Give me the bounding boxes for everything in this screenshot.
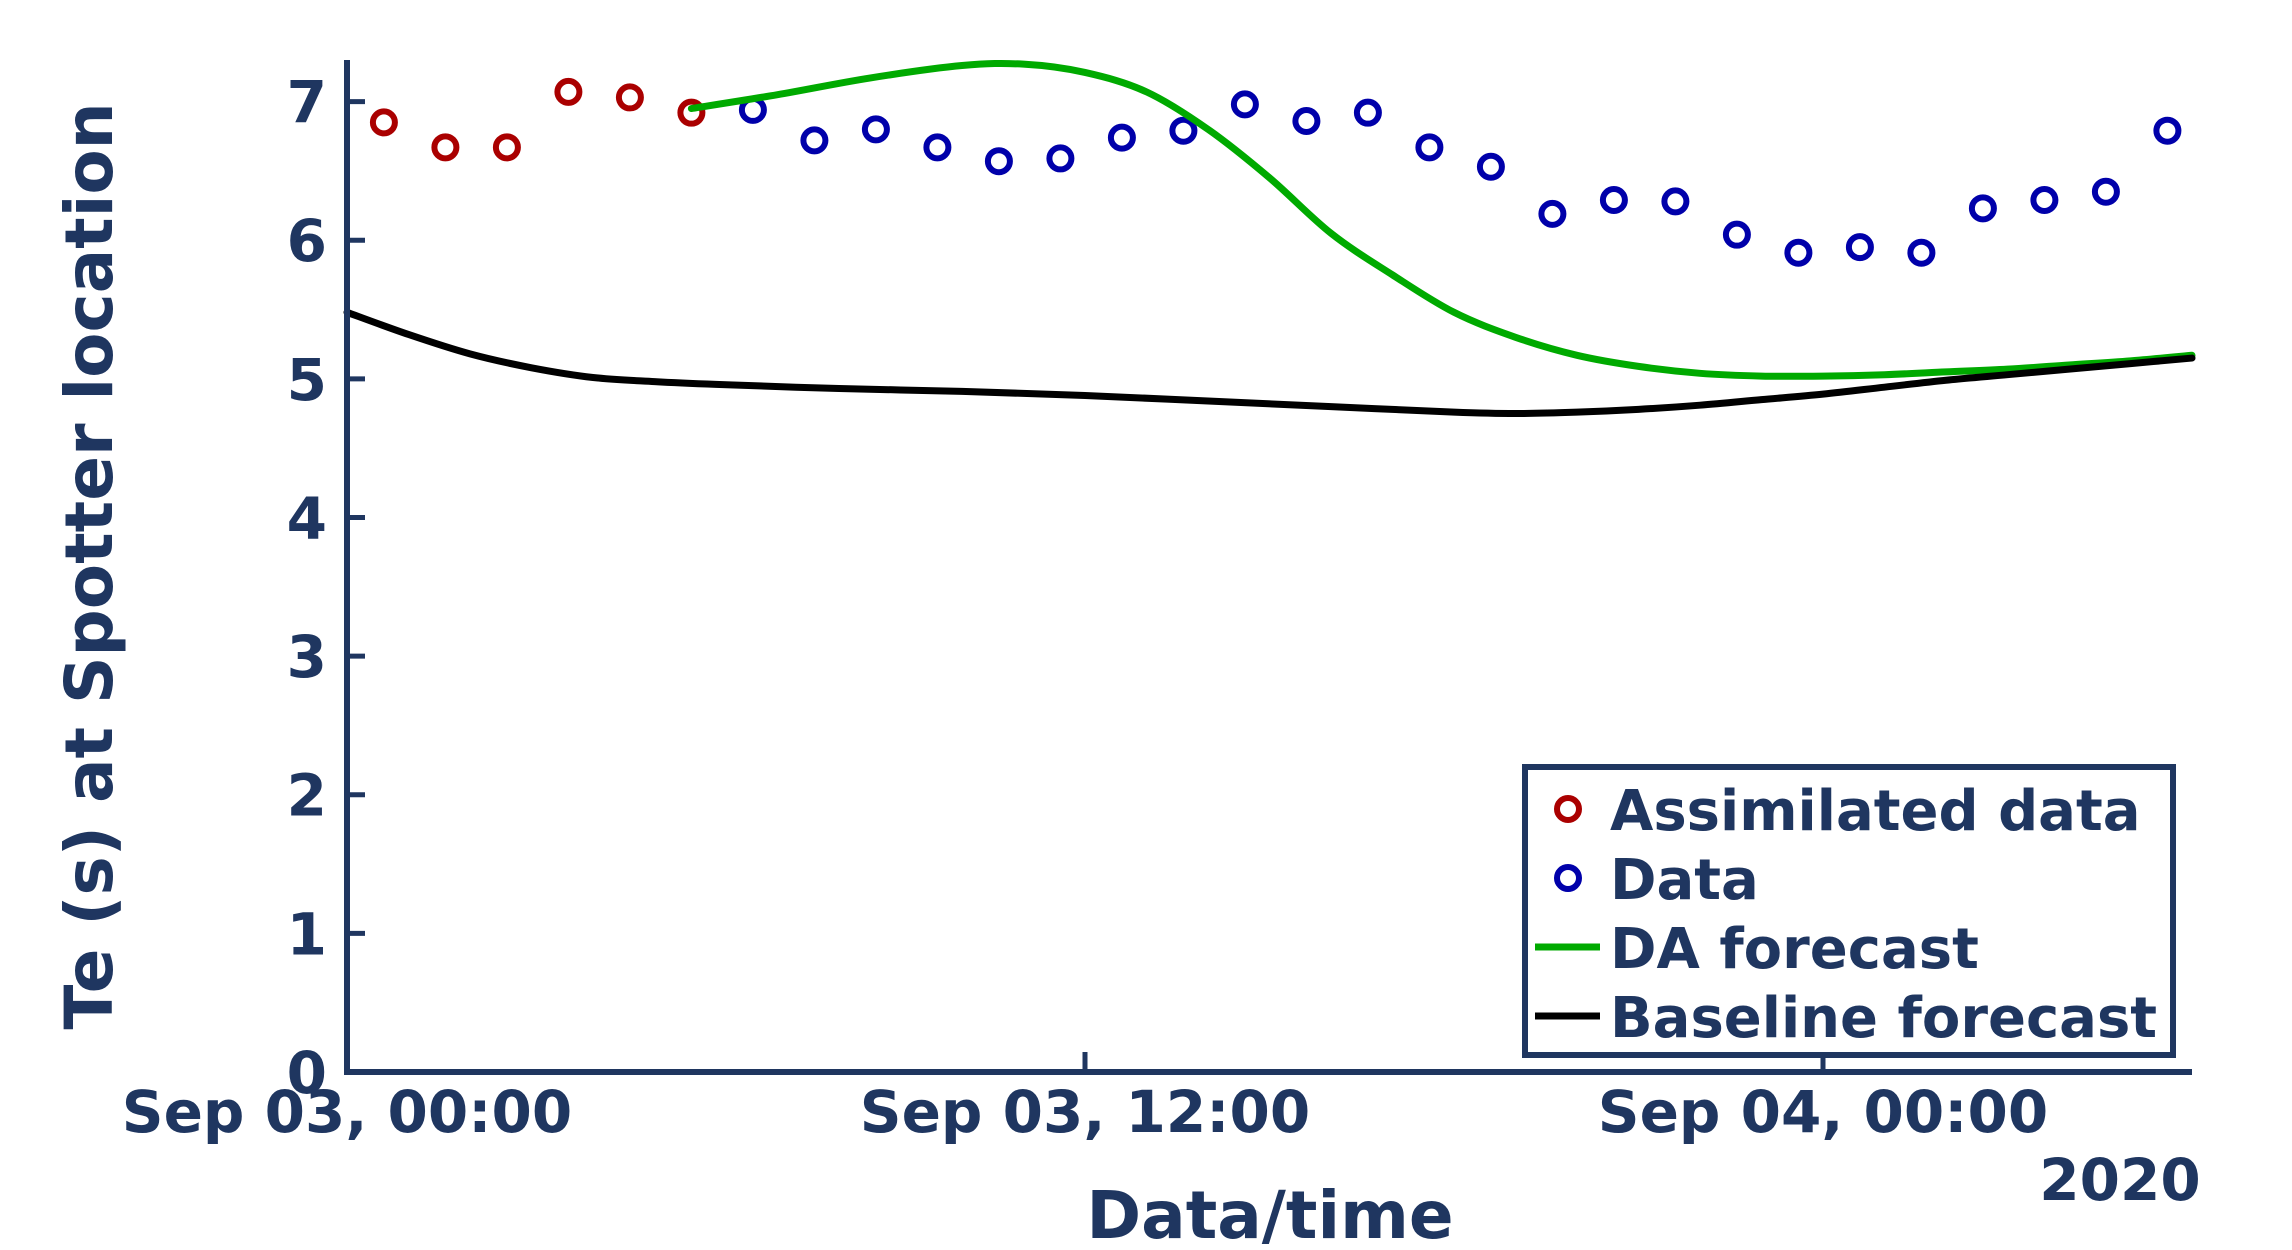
- y-tick-label: 2: [287, 762, 327, 830]
- data-point: [1722, 220, 1751, 249]
- legend-box: [1522, 764, 2176, 1058]
- legend-label: Assimilated data: [1610, 779, 2141, 844]
- data-point: [1353, 98, 1382, 127]
- legend-marker-swatch: [1554, 864, 1582, 892]
- x-axis-label: Data/time: [1086, 1177, 1453, 1250]
- data-point: [1845, 233, 1874, 262]
- data-point: [800, 126, 829, 155]
- x-tick-label: Sep 04, 00:00: [1598, 1078, 2048, 1146]
- data-point: [1784, 238, 1813, 267]
- data-point: [1907, 238, 1936, 267]
- data-point: [1968, 194, 1997, 223]
- y-tick-label: 3: [287, 623, 327, 691]
- y-ticks: 0 1 2 3 4 5 6 7: [287, 69, 365, 1107]
- y-tick-label: 7: [287, 69, 327, 137]
- x-ticks: Sep 03, 00:00 Sep 03, 12:00 Sep 04, 00:00: [122, 1052, 2048, 1146]
- assimilated-data-point: [431, 133, 460, 162]
- assimilated-data-point: [615, 83, 644, 112]
- da-forecast-line: [687, 59, 2196, 380]
- y-tick-label: 5: [287, 346, 327, 414]
- data-point: [1538, 199, 1567, 228]
- data-point: [1230, 90, 1259, 119]
- data-point: [1476, 152, 1505, 181]
- data-point: [923, 133, 952, 162]
- assimilated-data-point: [677, 98, 706, 127]
- data-point: [1169, 116, 1198, 145]
- data-point: [2091, 177, 2120, 206]
- assimilated-data-point: [492, 133, 521, 162]
- data-point: [1292, 106, 1321, 135]
- data-point: [1661, 187, 1690, 216]
- data-point: [1107, 123, 1136, 152]
- legend-label: DA forecast: [1610, 917, 1979, 982]
- data-point: [984, 147, 1013, 176]
- y-axis-label: Te (s) at Spotter location: [51, 102, 128, 1029]
- legend-label: Baseline forecast: [1610, 986, 2157, 1051]
- baseline-forecast-line: [343, 308, 2196, 418]
- data-point: [1599, 186, 1628, 215]
- x-tick-label: Sep 03, 12:00: [860, 1078, 1310, 1146]
- data-point: [1415, 133, 1444, 162]
- data-point: [2030, 186, 2059, 215]
- y-tick-label: 1: [287, 900, 327, 968]
- data-point: [861, 115, 890, 144]
- y-tick-label: 0: [287, 1039, 327, 1107]
- y-tick-label: 6: [287, 207, 327, 275]
- x-tick-label: Sep 03, 00:00: [122, 1078, 572, 1146]
- data-point: [2153, 116, 2182, 145]
- legend-marker-swatch: [1554, 795, 1582, 823]
- legend-label: Data: [1610, 848, 1759, 913]
- x-axis-year-label: 2020: [2039, 1146, 2200, 1214]
- assimilated-data-point: [554, 77, 583, 106]
- y-tick-label: 4: [287, 484, 327, 552]
- data-point: [1046, 144, 1075, 173]
- assimilated-data-point: [369, 108, 398, 137]
- plot-area: [343, 59, 2196, 418]
